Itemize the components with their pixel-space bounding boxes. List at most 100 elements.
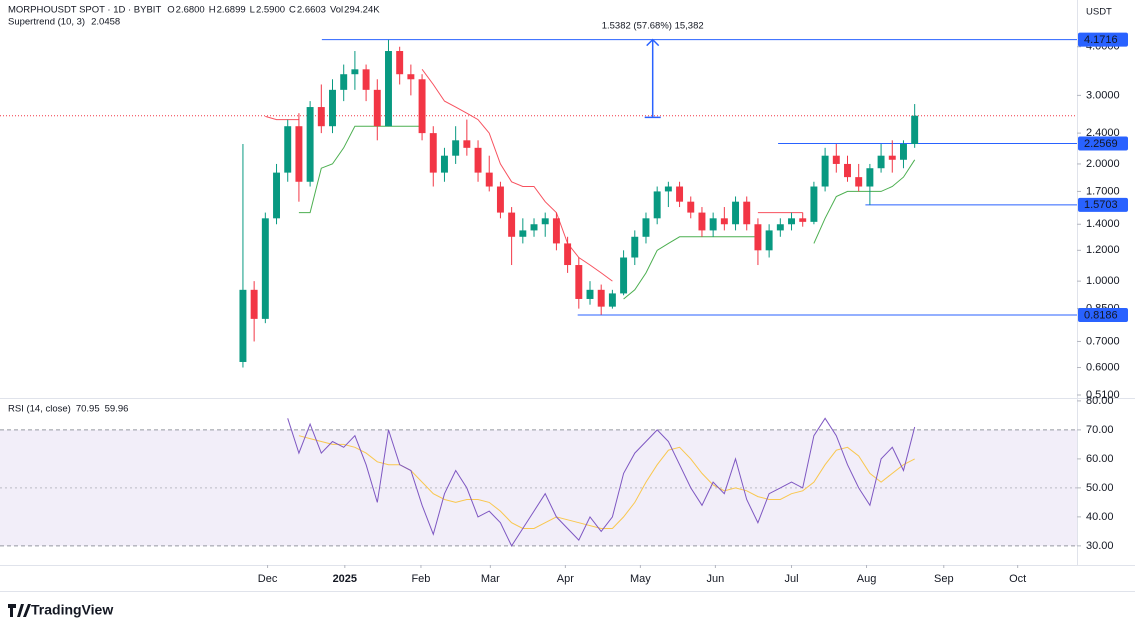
candle-body xyxy=(743,201,751,225)
level-label: 1.5703 xyxy=(1084,199,1118,211)
level-label: 0.8186 xyxy=(1084,309,1118,321)
rsi-y-tick-label: 40.00 xyxy=(1086,511,1114,523)
candle-body xyxy=(586,289,594,299)
ohlc-value: 2.5900 xyxy=(256,5,285,16)
candle-body xyxy=(385,51,392,127)
level-label-box xyxy=(1078,136,1128,151)
candle-body xyxy=(810,186,818,222)
y-tick-label: 1.2000 xyxy=(1086,244,1120,256)
candle-body xyxy=(429,133,437,173)
candle-body xyxy=(664,186,672,192)
candle-body xyxy=(373,89,381,127)
candle-body xyxy=(340,74,348,90)
candle-body xyxy=(687,201,695,213)
brand-name: TradingView xyxy=(31,602,113,618)
candle-body xyxy=(732,201,740,225)
candle-body xyxy=(597,289,605,307)
ohlc-key: C xyxy=(289,5,296,16)
candle-body xyxy=(463,140,471,148)
candle-body xyxy=(530,224,538,231)
currency: USDT xyxy=(1086,7,1112,18)
candle-body xyxy=(866,168,874,187)
candle-body xyxy=(608,293,616,307)
candle-body xyxy=(396,51,404,75)
candle-body xyxy=(541,218,549,225)
rsi-title: RSI (14, close) xyxy=(8,404,71,415)
candle-body xyxy=(844,163,851,178)
rsi-line xyxy=(287,417,916,547)
measure-arrow-head xyxy=(646,38,660,47)
x-tick-label: Oct xyxy=(1009,573,1026,585)
ohlc-key: O xyxy=(167,5,174,16)
candle-body xyxy=(474,147,482,173)
candle-body xyxy=(653,191,661,219)
supertrend-line xyxy=(298,125,916,300)
candle-body xyxy=(418,79,426,134)
candle-body xyxy=(239,289,247,362)
level-label: 2.2569 xyxy=(1084,138,1118,150)
candle-body xyxy=(888,155,896,160)
y-tick-label: 2.0000 xyxy=(1086,158,1120,170)
candle-body xyxy=(407,74,415,80)
candle-body xyxy=(575,265,583,299)
candle-body xyxy=(776,224,784,231)
ohlc-value: 2.6800 xyxy=(176,5,205,16)
rsi-y-tick-label: 70.00 xyxy=(1086,424,1114,436)
candle-body xyxy=(788,218,795,225)
ohlc-key: H xyxy=(209,5,216,16)
candle-body xyxy=(631,236,639,258)
candle-body xyxy=(765,230,773,251)
y-tick-label: 0.7000 xyxy=(1086,335,1120,347)
y-tick-label: 1.4000 xyxy=(1086,218,1120,230)
rsi-ma-value: 59.96 xyxy=(105,404,129,415)
candle-body xyxy=(642,218,650,237)
candle-body xyxy=(508,212,516,237)
x-tick-label: Sep xyxy=(934,573,954,585)
candle-body xyxy=(295,126,303,182)
candle-body xyxy=(900,144,907,160)
level-label: 4.1716 xyxy=(1084,34,1118,46)
legend: MORPHOUSDT SPOT · 1D · BYBIT Supertrend … xyxy=(8,5,1112,415)
candle-body xyxy=(317,107,325,127)
x-tick-label: Feb xyxy=(411,573,430,585)
candle-body xyxy=(250,289,258,319)
y-tick-label: 1.7000 xyxy=(1086,185,1120,197)
candle-body xyxy=(877,155,885,169)
candle-body xyxy=(911,115,919,145)
brand-logo xyxy=(8,604,31,617)
level-label-box xyxy=(1078,197,1128,212)
level-label-box xyxy=(1078,307,1128,322)
candle-body xyxy=(485,172,493,187)
indicator-value: 2.0458 xyxy=(91,17,120,28)
ohlc-value: 2.6899 xyxy=(217,5,246,16)
y-tick-label: 0.5100 xyxy=(1086,389,1120,401)
x-tick-label: May xyxy=(630,573,651,585)
x-tick-label: Mar xyxy=(481,573,500,585)
supertrend-line xyxy=(265,69,803,282)
indicator-name: Supertrend (10, 3) xyxy=(8,17,85,28)
level-label-box xyxy=(1078,32,1128,47)
candle-body xyxy=(832,155,840,164)
candle-body xyxy=(273,172,280,219)
ohlc-value: 294.24K xyxy=(344,5,380,16)
candle-body xyxy=(698,212,706,231)
candle-body xyxy=(676,186,684,202)
candle-body xyxy=(564,243,572,266)
rsi-value: 70.95 xyxy=(76,404,100,415)
ohlc-key: Vol xyxy=(330,5,343,16)
rsi-y-tick-label: 50.00 xyxy=(1086,482,1114,494)
x-tick-label: Jun xyxy=(707,573,725,585)
candle-body xyxy=(720,218,728,225)
y-tick-label: 3.0000 xyxy=(1086,89,1120,101)
candle-body xyxy=(440,155,448,173)
symbol: MORPHOUSDT SPOT · 1D · BYBIT xyxy=(8,5,161,16)
candle-body xyxy=(709,218,717,231)
candle-body xyxy=(519,230,527,237)
rsi-y-tick-label: 30.00 xyxy=(1086,540,1114,552)
x-tick-label: Dec xyxy=(258,573,278,585)
x-tick-label: Jul xyxy=(784,573,798,585)
ohlc-key: L xyxy=(250,5,255,16)
